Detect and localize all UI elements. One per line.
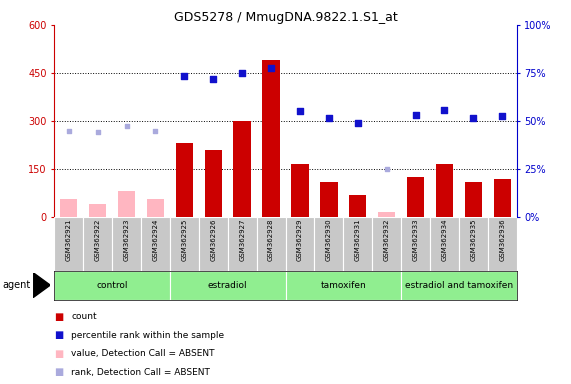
Text: percentile rank within the sample: percentile rank within the sample xyxy=(71,331,224,340)
Title: GDS5278 / MmugDNA.9822.1.S1_at: GDS5278 / MmugDNA.9822.1.S1_at xyxy=(174,11,397,24)
Bar xyxy=(228,217,256,271)
Bar xyxy=(286,217,315,271)
Text: GSM362924: GSM362924 xyxy=(152,218,158,261)
Bar xyxy=(89,204,106,217)
Bar xyxy=(118,191,135,217)
Bar xyxy=(141,217,170,271)
Text: control: control xyxy=(96,281,128,290)
Text: tamoxifen: tamoxifen xyxy=(320,281,366,290)
Bar xyxy=(54,217,83,271)
Point xyxy=(469,115,478,121)
Point xyxy=(93,129,102,135)
Text: GSM362931: GSM362931 xyxy=(355,218,361,261)
Bar xyxy=(286,271,401,300)
Bar xyxy=(204,150,222,217)
Bar xyxy=(401,217,430,271)
Text: rank, Detection Call = ABSENT: rank, Detection Call = ABSENT xyxy=(71,367,210,377)
Bar xyxy=(291,164,309,217)
Text: ■: ■ xyxy=(54,330,63,340)
Bar xyxy=(199,217,228,271)
Text: count: count xyxy=(71,312,97,321)
Point xyxy=(64,127,73,134)
Bar xyxy=(170,271,286,300)
Bar xyxy=(256,217,286,271)
Point xyxy=(353,119,363,126)
Bar xyxy=(459,217,488,271)
Text: GSM362928: GSM362928 xyxy=(268,218,274,261)
Bar xyxy=(372,217,401,271)
Bar xyxy=(430,217,459,271)
Point xyxy=(324,115,333,121)
Text: ■: ■ xyxy=(54,367,63,377)
Bar xyxy=(378,212,395,217)
Text: GSM362925: GSM362925 xyxy=(182,218,187,261)
Text: GSM362936: GSM362936 xyxy=(499,218,505,261)
Text: GSM362935: GSM362935 xyxy=(471,218,476,261)
Text: value, Detection Call = ABSENT: value, Detection Call = ABSENT xyxy=(71,349,215,358)
Polygon shape xyxy=(33,273,50,298)
Point xyxy=(382,166,391,172)
Text: ■: ■ xyxy=(54,349,63,359)
Text: GSM362933: GSM362933 xyxy=(413,218,419,261)
Bar xyxy=(465,182,482,217)
Bar xyxy=(407,177,424,217)
Text: estradiol and tamoxifen: estradiol and tamoxifen xyxy=(405,281,513,290)
Text: GSM362934: GSM362934 xyxy=(441,218,448,261)
Point xyxy=(411,111,420,118)
Bar xyxy=(401,271,517,300)
Bar xyxy=(176,143,193,217)
Text: GSM362921: GSM362921 xyxy=(66,218,72,261)
Bar xyxy=(54,271,170,300)
Point xyxy=(180,73,189,79)
Point xyxy=(498,113,507,119)
Point xyxy=(122,123,131,129)
Bar xyxy=(83,217,112,271)
Bar xyxy=(343,217,372,271)
Text: GSM362932: GSM362932 xyxy=(384,218,389,261)
Bar xyxy=(493,179,511,217)
Point xyxy=(208,76,218,83)
Text: GSM362923: GSM362923 xyxy=(123,218,130,261)
Bar xyxy=(60,199,77,217)
Bar xyxy=(436,164,453,217)
Point xyxy=(440,107,449,113)
Bar xyxy=(349,195,367,217)
Bar xyxy=(170,217,199,271)
Bar xyxy=(315,217,343,271)
Bar xyxy=(488,217,517,271)
Point xyxy=(267,65,276,71)
Text: GSM362929: GSM362929 xyxy=(297,218,303,261)
Point xyxy=(295,108,304,114)
Bar xyxy=(320,182,337,217)
Bar xyxy=(147,199,164,217)
Bar xyxy=(263,60,280,217)
Bar xyxy=(234,121,251,217)
Text: GSM362927: GSM362927 xyxy=(239,218,245,261)
Text: ■: ■ xyxy=(54,312,63,322)
Text: agent: agent xyxy=(3,280,31,290)
Point xyxy=(238,70,247,76)
Point xyxy=(151,127,160,134)
Text: GSM362926: GSM362926 xyxy=(210,218,216,261)
Bar xyxy=(112,217,141,271)
Text: GSM362930: GSM362930 xyxy=(326,218,332,261)
Text: estradiol: estradiol xyxy=(208,281,247,290)
Text: GSM362922: GSM362922 xyxy=(95,218,100,261)
